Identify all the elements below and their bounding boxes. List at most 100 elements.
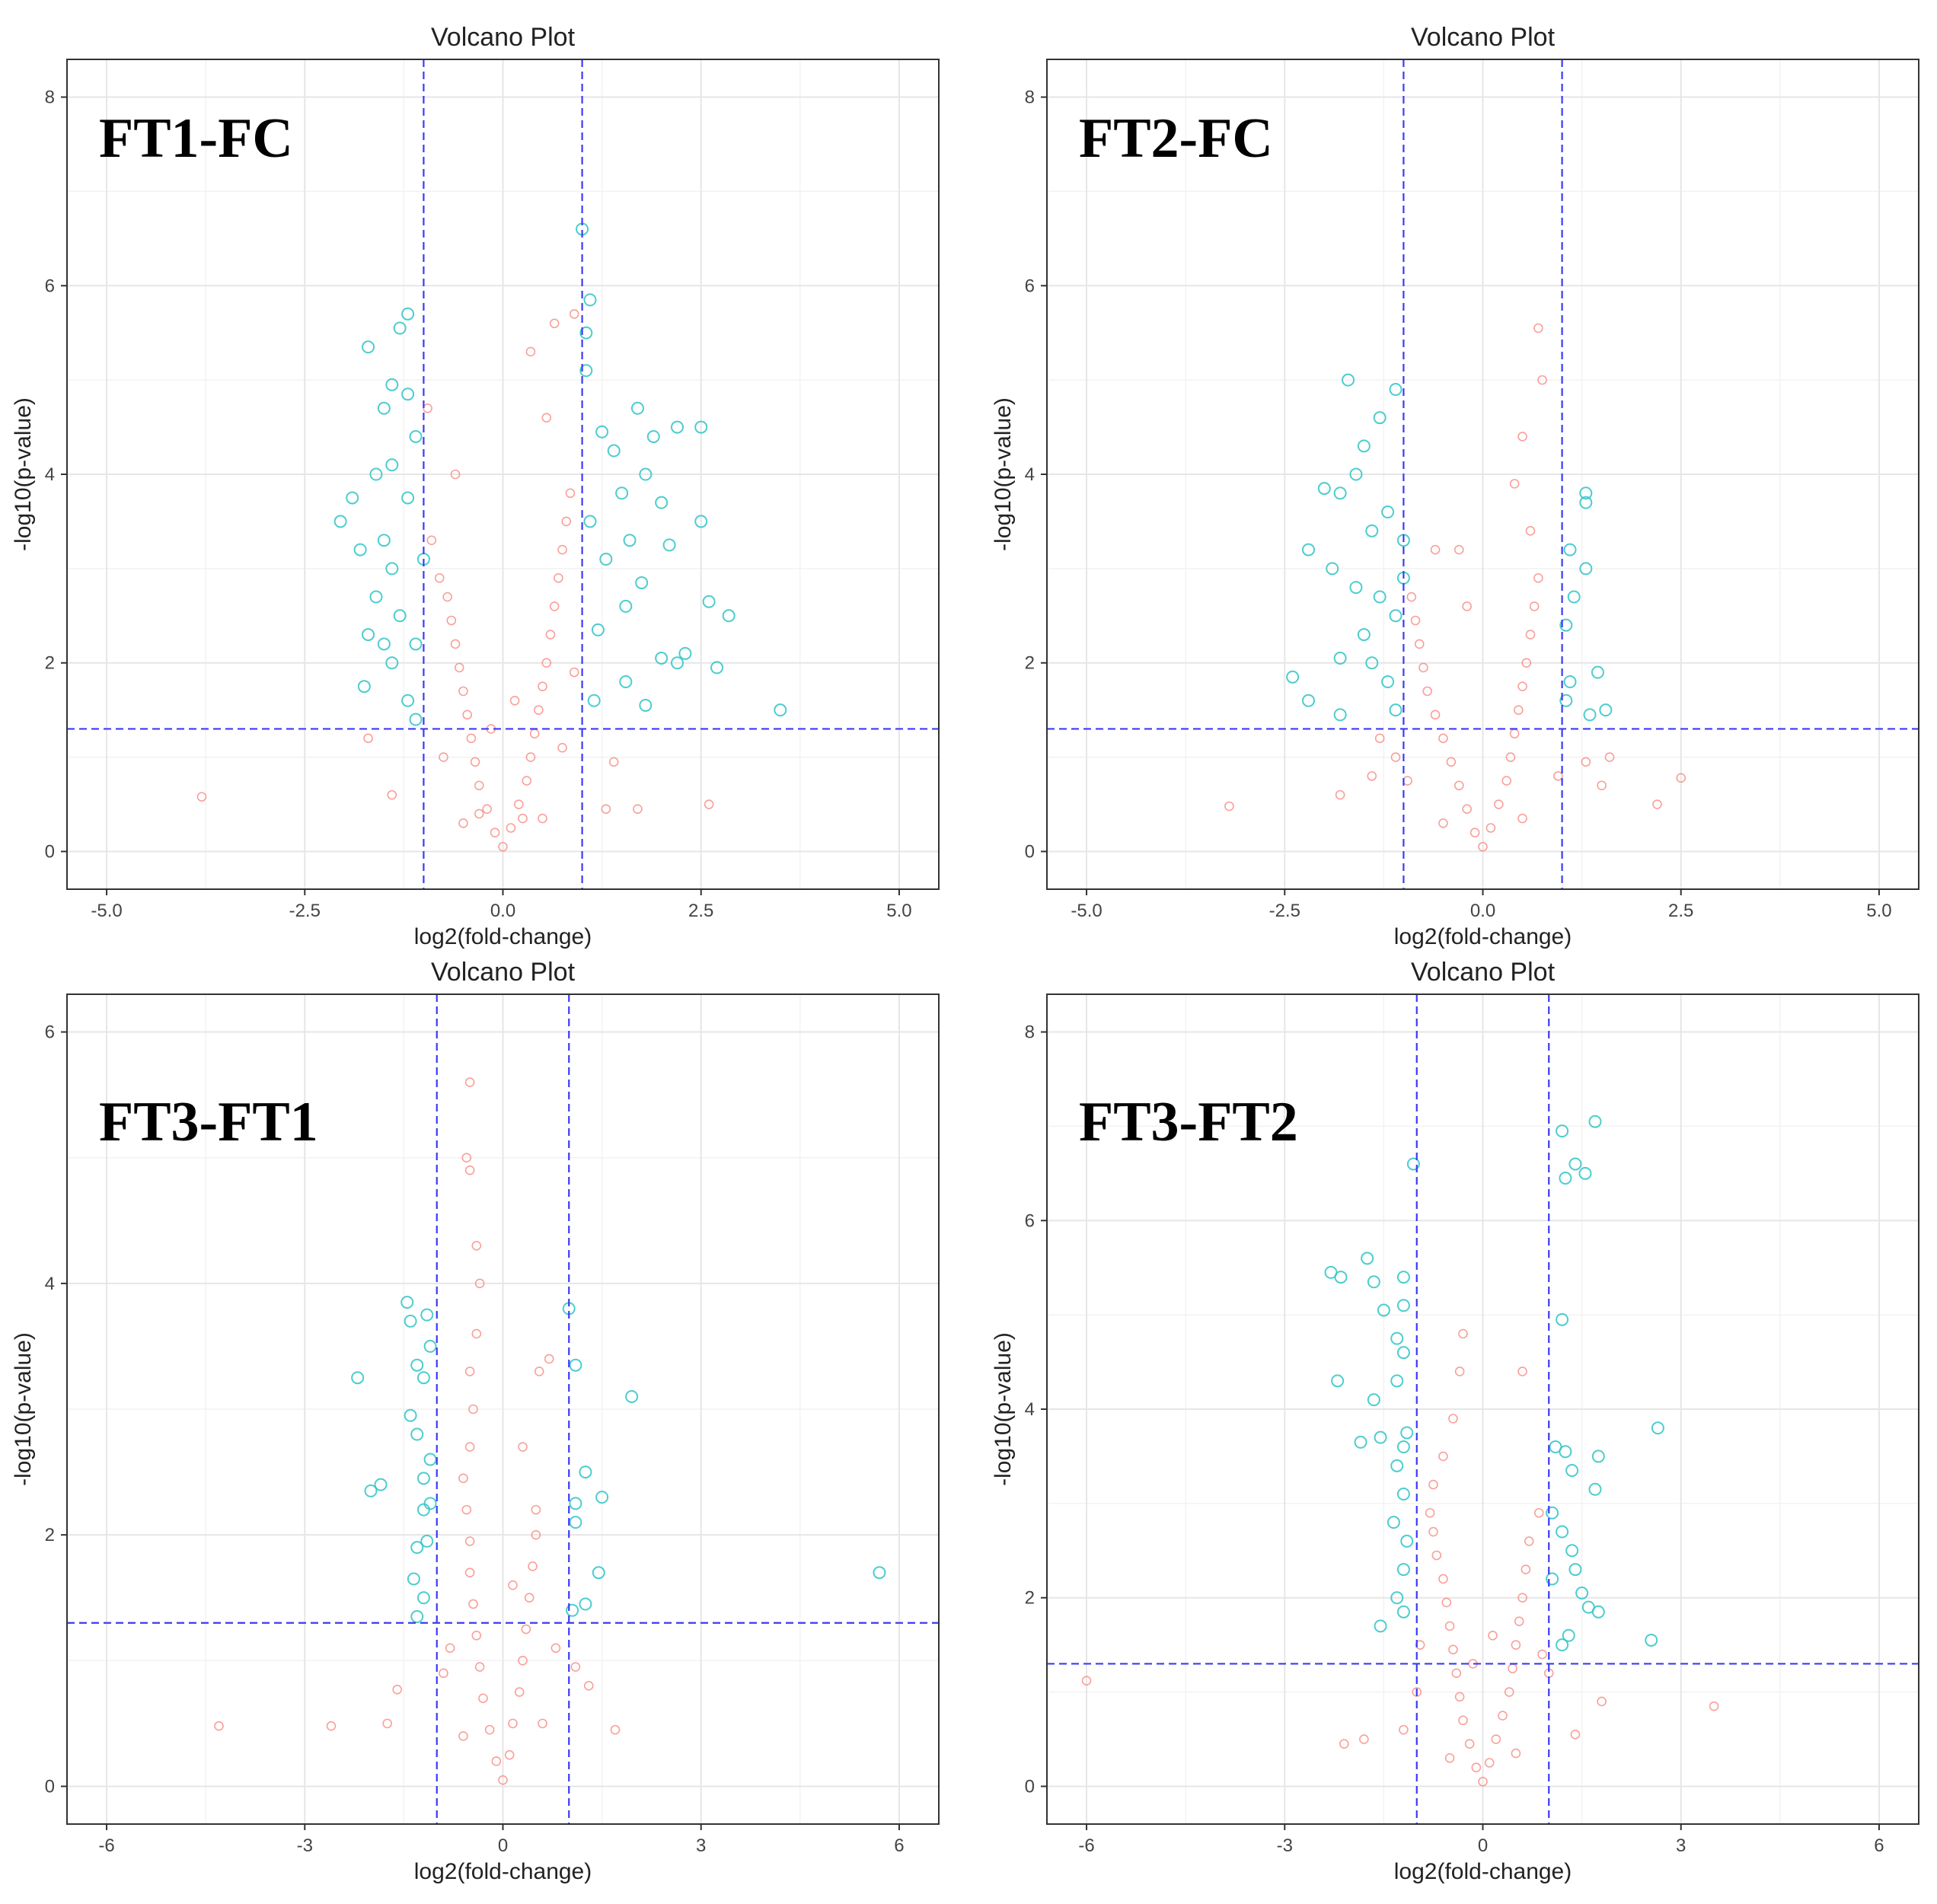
not-significant-point <box>1521 658 1532 668</box>
significant-point <box>1396 1440 1410 1454</box>
not-significant-point <box>544 1354 554 1364</box>
not-significant-point <box>1430 710 1441 720</box>
not-significant-point <box>583 1681 594 1691</box>
significant-point <box>409 429 423 443</box>
significant-point <box>1357 439 1371 453</box>
significant-point <box>1556 1525 1569 1539</box>
significant-point <box>351 1371 365 1385</box>
significant-point <box>420 1308 434 1322</box>
x-tick-label: 0 <box>498 1835 508 1856</box>
significant-point <box>1645 1633 1658 1647</box>
not-significant-point <box>1470 828 1480 837</box>
significant-point <box>1396 1487 1410 1501</box>
significant-point <box>377 534 391 547</box>
not-significant-point <box>1537 375 1547 385</box>
x-tick-label: 0 <box>1478 1835 1488 1856</box>
not-significant-point <box>1425 1507 1435 1518</box>
significant-point <box>635 576 649 589</box>
not-significant-point <box>1464 1739 1475 1749</box>
not-significant-point <box>468 1404 478 1414</box>
not-significant-point <box>1517 1593 1527 1603</box>
not-significant-point <box>508 1718 518 1729</box>
significant-point <box>1651 1421 1664 1435</box>
not-significant-point <box>471 1241 482 1251</box>
significant-point <box>1562 1628 1575 1642</box>
x-tick-label: -5.0 <box>91 901 122 921</box>
not-significant-point <box>557 544 567 555</box>
not-significant-point <box>1438 733 1448 744</box>
not-significant-point <box>557 742 567 753</box>
x-tick-label: 0.0 <box>490 901 515 921</box>
significant-point <box>377 401 391 415</box>
y-tick-label: 8 <box>1025 1022 1035 1043</box>
significant-point <box>619 675 633 688</box>
significant-point <box>1567 590 1581 604</box>
significant-point <box>1579 496 1593 509</box>
not-significant-point <box>1415 1640 1425 1650</box>
significant-point <box>1396 1605 1410 1619</box>
y-tick-label: 4 <box>1025 1399 1035 1420</box>
significant-point <box>1334 1271 1348 1284</box>
not-significant-point <box>528 1561 538 1571</box>
not-significant-point <box>1367 771 1377 781</box>
not-significant-point <box>1422 686 1432 697</box>
not-significant-point <box>549 601 560 611</box>
significant-point <box>404 1408 417 1422</box>
not-significant-point <box>1448 1414 1458 1424</box>
panel-tag: FT3-FT1 <box>99 1091 318 1153</box>
not-significant-point <box>1498 1711 1508 1721</box>
significant-point <box>420 1534 434 1548</box>
not-significant-point <box>554 572 563 583</box>
significant-points <box>1286 373 1613 722</box>
significant-point <box>1381 675 1395 688</box>
not-significant-point <box>549 318 560 329</box>
significant-point <box>1599 703 1613 717</box>
significant-point <box>1317 482 1331 496</box>
not-significant-point <box>1224 801 1234 812</box>
not-significant-point <box>561 516 572 527</box>
not-significant-point <box>1458 1328 1468 1339</box>
not-significant-point <box>1458 1715 1468 1726</box>
not-significant-point <box>570 1662 581 1672</box>
not-significant-point <box>534 705 544 715</box>
significant-point <box>410 1427 424 1441</box>
not-significant-point <box>518 1442 528 1452</box>
x-tick-label: 6 <box>894 1835 904 1856</box>
not-significant-point <box>196 792 207 802</box>
not-significant-point <box>531 1529 541 1540</box>
significant-point <box>362 340 375 354</box>
significant-point <box>569 1516 582 1529</box>
significant-point <box>1381 506 1395 519</box>
x-tick-label: -6 <box>1078 1835 1094 1856</box>
not-significant-point <box>458 1473 468 1484</box>
significant-point <box>1575 1587 1589 1600</box>
not-significant-point <box>478 1693 488 1704</box>
not-significant-point <box>1359 1734 1369 1744</box>
significant-point <box>410 1610 424 1623</box>
not-significant-point <box>474 1278 485 1289</box>
y-tick-label: 0 <box>45 841 55 862</box>
not-significant-point <box>545 630 556 639</box>
not-significant-point <box>1462 601 1472 611</box>
x-tick-label: 3 <box>696 1835 706 1856</box>
not-significant-point <box>1517 432 1527 442</box>
not-significant-point <box>1553 771 1563 781</box>
significant-point <box>416 1591 430 1605</box>
significant-point <box>1357 628 1371 642</box>
significant-point <box>1377 1303 1390 1317</box>
significant-point <box>583 293 597 307</box>
not-significant-point <box>524 1593 535 1603</box>
not-significant-point <box>464 1568 475 1577</box>
significant-point <box>401 387 415 401</box>
not-significant-point <box>1525 526 1536 536</box>
y-tick-label: 4 <box>1025 464 1035 485</box>
significant-point <box>1342 373 1355 387</box>
y-tick-label: 8 <box>45 88 55 108</box>
significant-point <box>393 609 407 623</box>
significant-point <box>1559 618 1573 632</box>
significant-point <box>671 420 684 434</box>
significant-point <box>873 1566 886 1580</box>
significant-point <box>1390 1459 1404 1472</box>
significant-point <box>1390 1332 1404 1345</box>
not-significant-point <box>474 808 484 819</box>
